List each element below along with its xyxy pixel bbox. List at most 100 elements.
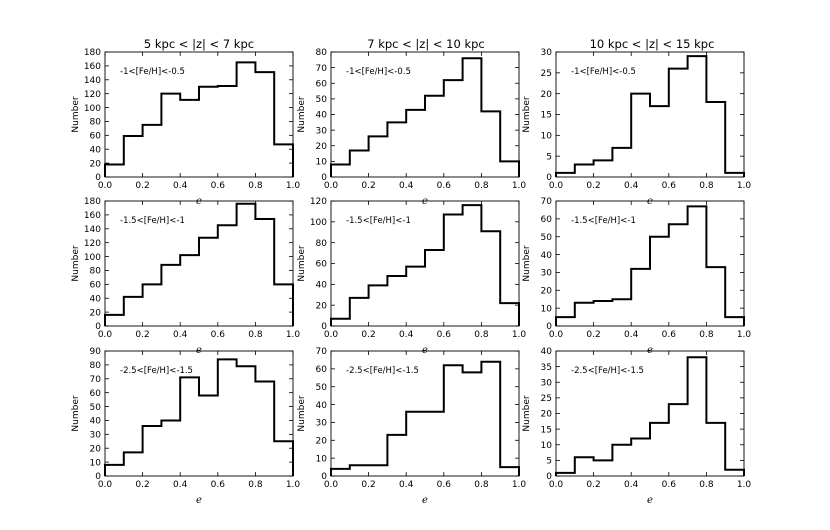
- metallicity-annotation: -1.5<[Fe/H]<-1: [571, 216, 636, 226]
- x-tick-label: 0.6: [662, 330, 677, 340]
- panel-2-2: 0.0 0.2 0.4 0.6 0.8 1.0 0 20 40 60 80 100 120 e Number…: [297, 197, 526, 356]
- x-tick-label: 0.4: [624, 330, 639, 340]
- x-tick-label: 0.0: [98, 480, 113, 490]
- histogram-step: [104, 202, 294, 326]
- x-tick-label: 0.8: [699, 330, 714, 340]
- x-tick-label: 0.6: [437, 181, 452, 191]
- x-tick-label: 0.4: [399, 480, 414, 490]
- x-axis-label: e: [422, 345, 428, 356]
- y-tick-label: 20: [541, 90, 553, 100]
- y-tick-label: 20: [541, 286, 553, 296]
- x-tick-label: 0.4: [399, 181, 414, 191]
- x-tick-label: 0.6: [211, 181, 226, 191]
- y-tick-label: 80: [316, 48, 328, 58]
- y-tick-label: 60: [90, 281, 102, 291]
- y-tick-label: 0: [95, 322, 101, 332]
- x-tick-label: 0.0: [549, 480, 564, 490]
- y-tick-label: 0: [546, 173, 552, 183]
- y-axis-label: Number: [297, 395, 307, 431]
- x-axis-label: e: [422, 196, 428, 207]
- y-tick-label: 30: [316, 419, 328, 429]
- histogram-step: [555, 356, 745, 476]
- y-tick-label: 10: [316, 158, 328, 168]
- panel-1-3: 0.0 0.2 0.4 0.6 0.8 1.0 0 5 10 15 20 25 30 e Number -1<…: [522, 48, 751, 207]
- x-tick-label: 0.8: [248, 480, 263, 490]
- y-axis-label: Number: [71, 96, 81, 132]
- y-tick-label: 0: [546, 472, 552, 482]
- y-tick-label: 30: [90, 431, 102, 441]
- y-tick-label: 120: [84, 90, 101, 100]
- y-tick-label: 0: [95, 173, 101, 183]
- y-tick-label: 70: [90, 375, 102, 385]
- column-title-2: 7 kpc < |z| < 10 kpc: [367, 37, 485, 51]
- y-tick-label: 90: [90, 347, 102, 357]
- x-tick-label: 0.6: [662, 480, 677, 490]
- x-tick-label: 0.2: [135, 480, 149, 490]
- y-tick-label: 20: [90, 444, 102, 454]
- x-axis-label: e: [647, 196, 653, 207]
- y-tick-label: 70: [541, 197, 553, 207]
- x-axis-label: e: [647, 495, 653, 506]
- panel-3-3: 0.0 0.2 0.4 0.6 0.8 1.0 0 5 10 15 20 25 30 35 40 e Numbe…: [522, 347, 751, 506]
- y-tick-label: 15: [541, 425, 552, 435]
- y-tick-label: 70: [316, 347, 328, 357]
- y-tick-label: 180: [84, 48, 101, 58]
- x-axis-label: e: [196, 495, 202, 506]
- y-tick-label: 40: [541, 347, 553, 357]
- x-tick-label: 0.8: [474, 480, 489, 490]
- x-tick-label: 0.8: [699, 480, 714, 490]
- y-tick-label: 10: [541, 132, 553, 142]
- y-tick-label: 40: [90, 417, 102, 427]
- y-tick-label: 80: [90, 267, 102, 277]
- x-tick-label: 0.8: [474, 330, 489, 340]
- panel-2-3: 0.0 0.2 0.4 0.6 0.8 1.0 0 10 20 30 40 50 60 70 e Number…: [522, 197, 751, 356]
- x-tick-label: 0.4: [399, 330, 414, 340]
- y-tick-label: 100: [84, 104, 101, 114]
- y-tick-label: 80: [90, 361, 102, 371]
- x-tick-label: 0.6: [211, 330, 226, 340]
- x-tick-label: 0.4: [624, 480, 639, 490]
- x-tick-label: 1.0: [512, 480, 527, 490]
- metallicity-annotation: -1<[Fe/H]<-0.5: [120, 67, 185, 77]
- panel-1-2: 0.0 0.2 0.4 0.6 0.8 1.0 0 10 20 30 40 50 60 70 80 e Numb…: [297, 48, 526, 207]
- y-tick-label: 35: [541, 363, 552, 373]
- x-tick-label: 0.8: [248, 181, 263, 191]
- y-tick-label: 40: [90, 294, 102, 304]
- metallicity-annotation: -1<[Fe/H]<-0.5: [346, 67, 411, 77]
- x-tick-label: 1.0: [737, 330, 752, 340]
- metallicity-annotation: -2.5<[Fe/H]<-1.5: [571, 366, 644, 376]
- x-tick-label: 1.0: [286, 181, 301, 191]
- y-tick-label: 10: [316, 454, 328, 464]
- histogram-step: [330, 360, 520, 476]
- y-tick-label: 30: [541, 378, 553, 388]
- x-tick-label: 0.2: [135, 181, 149, 191]
- y-tick-label: 10: [541, 304, 553, 314]
- y-tick-label: 20: [90, 159, 102, 169]
- panel-3-1: 0.0 0.2 0.4 0.6 0.8 1.0 0 10 20 30 40 50 60 70 80 90 e Nu…: [71, 347, 300, 506]
- x-tick-label: 0.6: [437, 330, 452, 340]
- x-tick-label: 0.8: [248, 330, 263, 340]
- metallicity-annotation: -2.5<[Fe/H]<-1.5: [346, 366, 419, 376]
- y-tick-label: 40: [316, 111, 328, 121]
- y-tick-label: 140: [84, 76, 101, 86]
- axes-frame: [104, 200, 294, 327]
- metallicity-annotation: -1.5<[Fe/H]<-1: [120, 216, 185, 226]
- y-tick-label: 50: [90, 403, 102, 413]
- x-tick-label: 0.2: [361, 181, 375, 191]
- y-tick-label: 0: [321, 322, 327, 332]
- x-tick-label: 0.2: [586, 330, 600, 340]
- y-tick-label: 60: [90, 389, 102, 399]
- y-tick-label: 70: [316, 64, 328, 74]
- y-tick-label: 50: [316, 383, 328, 393]
- x-tick-label: 0.0: [324, 480, 339, 490]
- y-axis-label: Number: [71, 395, 81, 431]
- metallicity-annotation: -1<[Fe/H]<-0.5: [571, 67, 636, 77]
- panel-2-1: 0.0 0.2 0.4 0.6 0.8 1.0 0 20 40 60 80 100 120 140 160 1…: [71, 197, 300, 356]
- y-tick-label: 10: [90, 458, 102, 468]
- y-tick-label: 160: [84, 62, 101, 72]
- histogram-step: [330, 57, 520, 177]
- y-tick-label: 30: [541, 269, 553, 279]
- y-axis-label: Number: [297, 245, 307, 281]
- x-tick-label: 0.0: [549, 181, 564, 191]
